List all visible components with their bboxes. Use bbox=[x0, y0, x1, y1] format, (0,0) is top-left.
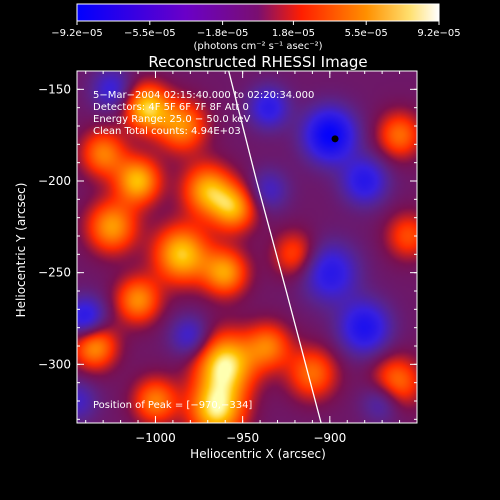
peak-position-text: Position of Peak = [−970,−334] bbox=[93, 400, 252, 411]
y-tick-label: −250 bbox=[38, 266, 71, 280]
y-axis-label: Heliocentric Y (arcsec) bbox=[14, 183, 28, 318]
colorbar-tick-label: −5.5e−05 bbox=[124, 28, 176, 39]
y-tick-label: −150 bbox=[38, 82, 71, 96]
info-line-clean: Clean Total counts: 4.94E+03 bbox=[93, 126, 241, 137]
x-tick-label: −900 bbox=[313, 431, 346, 445]
x-axis-label: Heliocentric X (arcsec) bbox=[190, 447, 326, 461]
x-tick-label: −950 bbox=[226, 431, 259, 445]
info-line-time: 5−Mar−2004 02:15:40.000 to 02:20:34.000 bbox=[93, 90, 314, 101]
colorbar-units: (photons cm⁻² s⁻¹ asec⁻²) bbox=[193, 41, 322, 52]
solar-limb-line bbox=[228, 71, 322, 423]
info-text: 5−Mar−2004 02:15:40.000 to 02:20:34.000 … bbox=[93, 90, 314, 411]
y-axis-ticks: −300 −250 −200 −150 bbox=[38, 70, 417, 420]
colorbar-tick-label: 9.2e−05 bbox=[417, 28, 460, 39]
y-tick-label: −200 bbox=[38, 174, 71, 188]
info-line-energy: Energy Range: 25.0 − 50.0 keV bbox=[93, 114, 250, 125]
plot-frame bbox=[76, 70, 418, 424]
colorbar-ticks: −9.2e−05 −5.5e−05 −1.8e−05 1.8e−05 5.5e−05 9.… bbox=[51, 21, 461, 39]
heatmap-image bbox=[77, 71, 417, 423]
x-tick-label: −1000 bbox=[135, 431, 176, 445]
colorbar-tick-label: 1.8e−05 bbox=[272, 28, 315, 39]
y-tick-label: −300 bbox=[38, 357, 71, 371]
colorbar bbox=[76, 3, 440, 22]
heatmap bbox=[77, 71, 417, 423]
colorbar-tick-label: 5.5e−05 bbox=[345, 28, 388, 39]
colorbar-tick-label: −1.8e−05 bbox=[197, 28, 249, 39]
chart-title: Reconstructed RHESSI Image bbox=[148, 53, 367, 71]
info-line-detectors: Detectors: 4F 5F 6F 7F 8F Att 0 bbox=[93, 102, 249, 113]
colorbar-tick-label: −9.2e−05 bbox=[51, 28, 103, 39]
x-axis-ticks: −1000 −950 −900 bbox=[85, 71, 418, 445]
peak-marker bbox=[331, 135, 339, 143]
